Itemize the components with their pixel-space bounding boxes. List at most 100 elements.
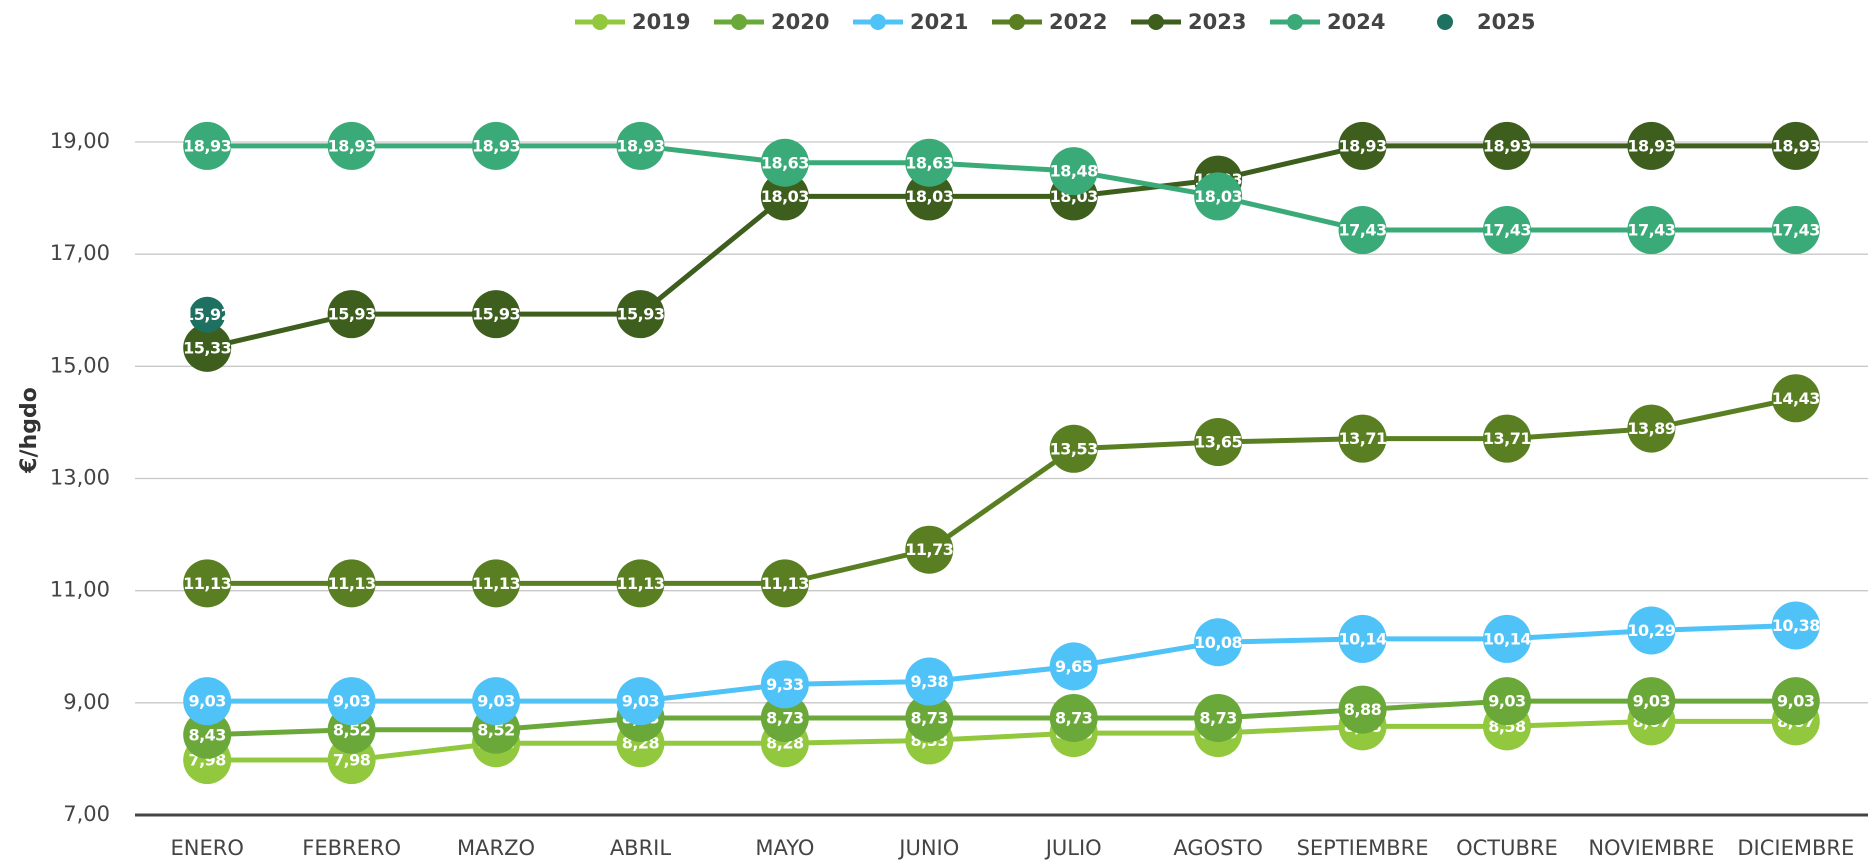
data-point: [1771, 677, 1820, 726]
data-point: [1627, 404, 1676, 453]
legend-item: 2020: [714, 10, 829, 34]
data-point: [327, 559, 376, 608]
data-label: 15,33: [183, 338, 231, 357]
legend-label: 2023: [1188, 10, 1246, 34]
data-label: 14,43: [1772, 389, 1820, 408]
legend-label: 2022: [1049, 10, 1107, 34]
series-line: [207, 718, 1796, 763]
series-line: [206, 143, 1796, 351]
x-tick-label: ABRIL: [610, 836, 672, 860]
data-point: [1049, 147, 1098, 196]
data-label: 17,43: [1483, 221, 1531, 240]
data-point: [1482, 614, 1531, 663]
data-point: [616, 121, 665, 170]
data-label: 17,43: [1627, 221, 1675, 240]
data-label: 10,14: [1338, 629, 1386, 648]
data-label: 15,93: [616, 305, 664, 324]
legend-marker: [1437, 14, 1453, 30]
data-label: 18,93: [1627, 136, 1675, 155]
data-label: 8,52: [333, 720, 370, 739]
data-point: [1627, 606, 1676, 655]
x-tick-label: OCTUBRE: [1456, 836, 1558, 860]
data-label: 18,03: [1194, 187, 1242, 206]
data-point: [905, 693, 954, 742]
x-tick-label: MAYO: [755, 836, 814, 860]
data-point: [472, 677, 521, 726]
legend-item: 2022: [992, 10, 1107, 34]
data-point: [183, 677, 232, 726]
data-label: 11,13: [616, 574, 664, 593]
x-tick-label: ENERO: [171, 836, 244, 860]
series-line: [207, 622, 1796, 704]
data-point: [1338, 414, 1387, 463]
data-label: 15,93: [328, 305, 376, 324]
data-label: 13,71: [1483, 429, 1531, 448]
data-point: [905, 657, 954, 706]
legend-label: 2025: [1477, 10, 1535, 34]
data-label: 18,93: [328, 136, 376, 155]
data-point: [183, 559, 232, 608]
data-label: 13,53: [1050, 439, 1098, 458]
data-label: 11,13: [183, 574, 231, 593]
data-label: 13,65: [1194, 433, 1242, 452]
data-label: 9,33: [766, 675, 803, 694]
legend-marker: [592, 14, 608, 30]
series-line: [207, 143, 1796, 233]
x-tick-label: AGOSTO: [1173, 836, 1263, 860]
data-label: 8,73: [766, 708, 803, 727]
legend-marker: [1287, 14, 1303, 30]
data-point: [760, 693, 809, 742]
data-point: [1338, 121, 1387, 170]
data-point: [1194, 618, 1243, 667]
data-label: 17,43: [1772, 221, 1820, 240]
data-label: 18,48: [1050, 162, 1098, 181]
data-label: 18,63: [905, 153, 953, 172]
data-label: 13,89: [1627, 419, 1675, 438]
data-point: [905, 172, 954, 221]
data-point: [1482, 121, 1531, 170]
data-label: 8,73: [1055, 708, 1092, 727]
data-point: [1627, 677, 1676, 726]
data-point: [1194, 418, 1243, 467]
data-point: [1049, 424, 1098, 473]
series-line: [207, 698, 1796, 738]
legend-marker: [870, 14, 886, 30]
legend-label: 2020: [771, 10, 829, 34]
data-point: [1338, 206, 1387, 255]
data-point: [616, 559, 665, 608]
data-label: 15,92: [183, 305, 231, 324]
data-label: 10,08: [1194, 633, 1242, 652]
data-label: 7,98: [333, 751, 371, 770]
x-tick-label: DICIEMBRE: [1737, 836, 1854, 860]
data-point: [1771, 601, 1820, 650]
data-point: [1771, 121, 1820, 170]
data-point: [189, 296, 226, 333]
data-label: 18,93: [183, 136, 231, 155]
data-point: [183, 710, 232, 759]
data-point: [760, 172, 809, 221]
data-label: 11,13: [761, 574, 809, 593]
data-point: [183, 323, 232, 372]
legend-item: 2025: [1437, 10, 1535, 34]
data-point: [1627, 121, 1676, 170]
data-label: 11,13: [328, 574, 376, 593]
data-label: 9,38: [911, 672, 949, 691]
data-label: 9,03: [1777, 692, 1814, 711]
data-label: 9,03: [188, 692, 225, 711]
data-point: [760, 660, 809, 709]
data-label: 8,52: [477, 720, 514, 739]
x-tick-label: NOVIEMBRE: [1588, 836, 1714, 860]
x-tick-label: MARZO: [457, 836, 535, 860]
data-point: [1338, 685, 1387, 734]
data-point: [1049, 693, 1098, 742]
data-point: [1482, 677, 1531, 726]
data-label: 15,93: [472, 305, 520, 324]
data-label: 18,63: [761, 153, 809, 172]
data-label: 8,73: [1199, 708, 1236, 727]
y-tick-label: 17,00: [50, 241, 110, 265]
data-label: 18,93: [1338, 136, 1386, 155]
legend-item: 2021: [853, 10, 968, 34]
y-tick-label: 19,00: [50, 129, 110, 153]
data-label: 9,03: [477, 692, 514, 711]
data-point: [616, 290, 665, 339]
